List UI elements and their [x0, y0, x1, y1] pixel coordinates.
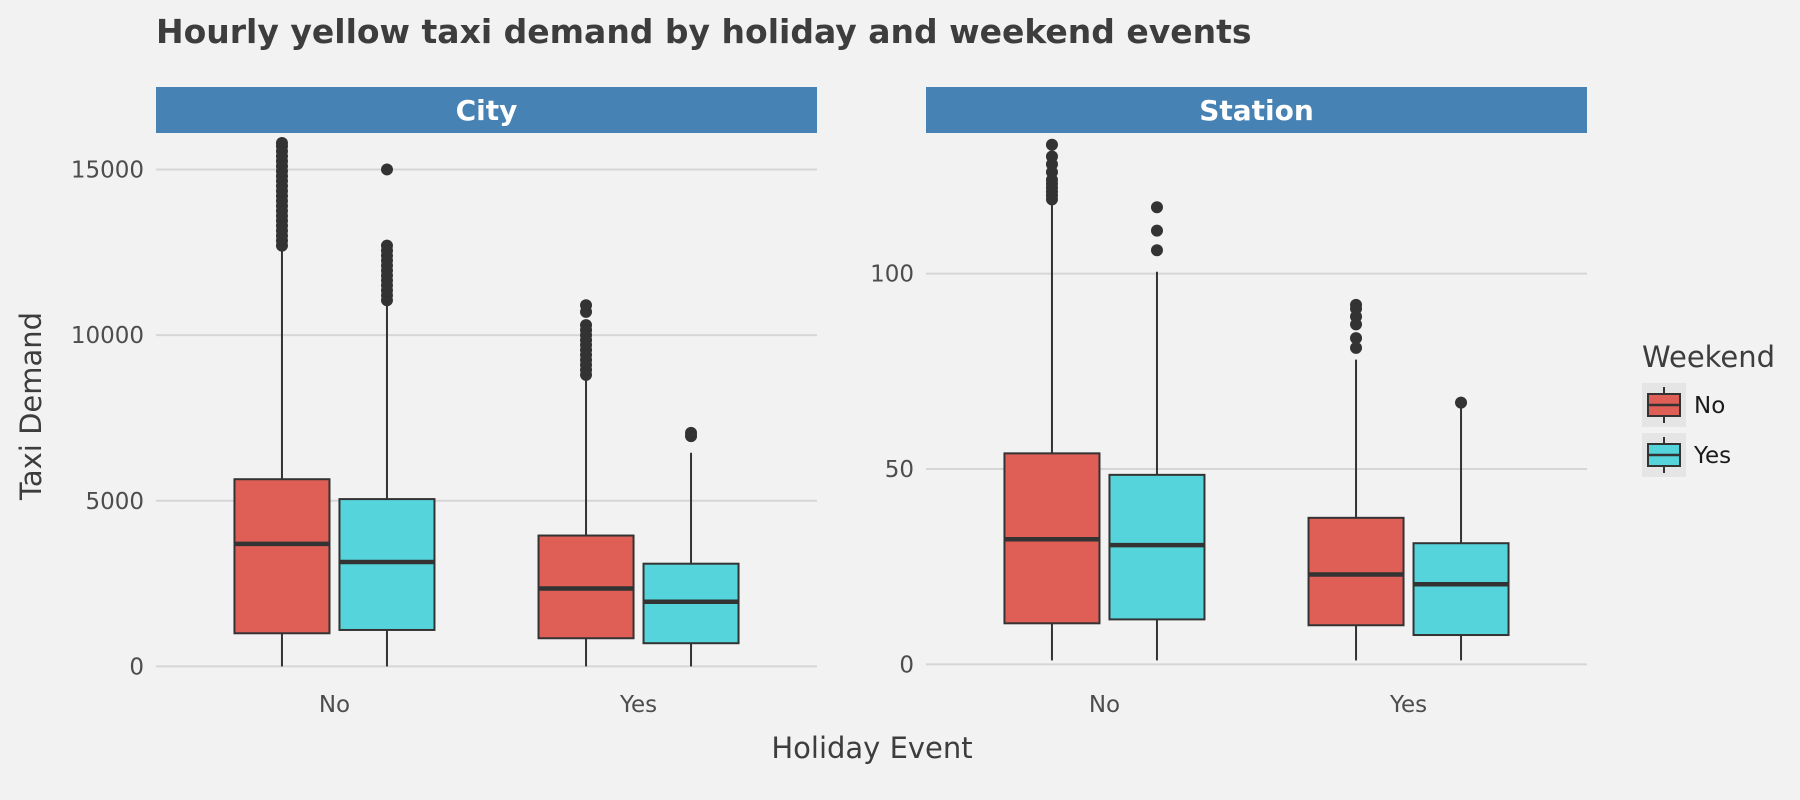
legend: Weekend No Yes — [1642, 340, 1775, 477]
outlier-point — [685, 426, 698, 439]
legend-title: Weekend — [1642, 340, 1775, 374]
outlier-point — [1350, 341, 1363, 354]
legend-label: Yes — [1693, 443, 1731, 469]
facet-panels: City 0 5000 10000 15000 No Yes Station 0 50 100 No Y… — [71, 87, 1587, 718]
outlier-point — [380, 239, 393, 252]
box-body — [1307, 516, 1405, 627]
y-tick-label: 0 — [129, 654, 144, 680]
y-tick-label: 0 — [899, 652, 914, 678]
box-no-holiday-no-weekend — [233, 136, 331, 667]
box-yes-holiday-no-weekend — [1307, 298, 1405, 661]
outlier-point — [1350, 332, 1363, 345]
outlier-point — [580, 299, 593, 312]
box-yes-holiday-no-weekend — [537, 299, 635, 667]
outlier-point — [1150, 224, 1163, 237]
box-no-holiday-yes-weekend — [338, 163, 436, 667]
legend-label: No — [1694, 393, 1725, 419]
legend-item-no: No — [1642, 383, 1725, 427]
x-tick-label: No — [319, 692, 350, 718]
box-body — [233, 478, 331, 635]
panel-station: Station 0 50 100 No Yes — [870, 87, 1587, 718]
box-no-holiday-no-weekend — [1003, 138, 1101, 661]
box-body — [338, 498, 436, 631]
x-tick-label: Yes — [619, 692, 657, 718]
y-axis-title: Taxi Demand — [14, 312, 48, 501]
box-no-holiday-yes-weekend — [1108, 201, 1206, 661]
y-tick-label: 10000 — [71, 323, 144, 349]
box-body — [1412, 542, 1510, 637]
x-axis-title: Holiday Event — [771, 731, 972, 765]
outlier-point — [1150, 201, 1163, 214]
x-tick-label: Yes — [1389, 692, 1427, 718]
outlier-point — [1455, 396, 1468, 409]
legend-item-yes: Yes — [1642, 433, 1731, 477]
chart-title: Hourly yellow taxi demand by holiday and… — [156, 12, 1252, 51]
outlier-point — [580, 319, 593, 332]
outlier-point — [275, 136, 288, 149]
y-tick-label: 15000 — [71, 157, 144, 183]
facet-strip — [926, 87, 1587, 133]
facet-strip-label: Station — [1199, 94, 1314, 127]
x-tick-label: No — [1089, 692, 1120, 718]
y-tick-label: 100 — [870, 262, 914, 288]
box-yes-holiday-yes-weekend — [642, 426, 740, 667]
box-yes-holiday-yes-weekend — [1412, 396, 1510, 661]
outlier-point — [1045, 150, 1058, 163]
panel-city: City 0 5000 10000 15000 No Yes — [71, 87, 817, 718]
outlier-point — [1045, 138, 1058, 151]
facet-strip-label: City — [456, 94, 518, 127]
outlier-point — [1350, 298, 1363, 311]
outlier-point — [380, 163, 393, 176]
y-tick-label: 50 — [885, 457, 914, 483]
facet-strip — [156, 87, 817, 133]
outlier-point — [1150, 244, 1163, 257]
y-tick-label: 5000 — [85, 489, 144, 515]
